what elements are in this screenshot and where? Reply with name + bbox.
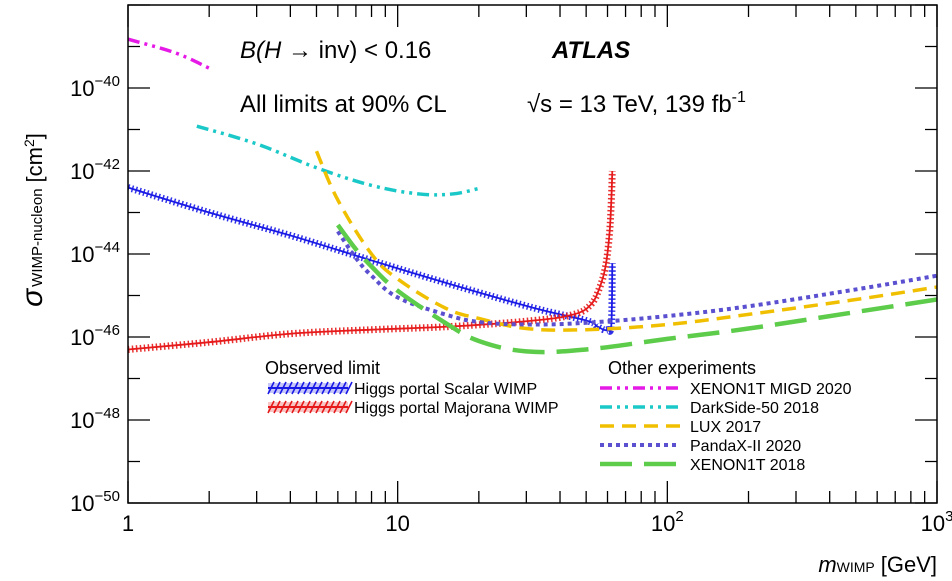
series-darkside-50-2018 [196, 124, 480, 197]
series-line [196, 124, 480, 197]
legend-label: Higgs portal Majorana WIMP [354, 400, 559, 417]
legend-entry-lux-2017: LUX 2017 [600, 419, 761, 436]
plot-border [127, 4, 938, 504]
legend-label: PandaX-II 2020 [690, 438, 801, 455]
legend-label: LUX 2017 [690, 419, 761, 436]
series-curves [128, 37, 937, 355]
x-tick-label: 103 [921, 508, 952, 536]
legend-observed-header: Observed limit [265, 358, 380, 378]
energy-annotation: √s = 13 TeV, 139 fb-1 [527, 89, 746, 118]
y-axis-title: σWIMP-nucleon[cm2] [16, 133, 49, 307]
series-line [128, 37, 210, 70]
axis-tick-labels: 1 10 102 103 10−50 10−48 10−46 10−44 10−42 10−40 [70, 73, 952, 536]
x-tick-label: 10 [385, 511, 409, 536]
tick-marks [127, 4, 938, 504]
legend-entry-xenon1t-2018: XENON1T 2018 [600, 457, 805, 474]
series-xenon1t-2018 [336, 223, 937, 355]
plot-frame [127, 4, 938, 504]
legend-entry-higgs-portal-scalar-wimp: Higgs portal Scalar WIMP [267, 381, 537, 398]
series-xenon1t-migd-2020 [128, 37, 210, 70]
y-tick-label: 10−50 [70, 488, 120, 516]
x-axis-title: mWIMP [GeV] [818, 552, 937, 577]
series-line [128, 170, 614, 351]
branching-ratio-annotation: B(H → inv) < 0.16 [240, 37, 431, 64]
series-line [314, 150, 937, 332]
series-line [336, 223, 937, 355]
y-tick-label: 10−48 [70, 405, 120, 433]
legend-entry-xenon1t-migd-2020: XENON1T MIGD 2020 [600, 381, 852, 398]
legend-other-header: Other experiments [608, 358, 756, 378]
legend-label: DarkSide-50 2018 [690, 400, 819, 417]
atlas-label: ATLAS [551, 37, 630, 64]
legend: Higgs portal Scalar WIMP Higgs portal Maj… [267, 381, 852, 474]
cl-annotation: All limits at 90% CL [240, 91, 447, 118]
series-higgs-portal-scalar-wimp [128, 184, 616, 335]
series-line [128, 186, 614, 333]
series-lux-2017 [314, 150, 937, 332]
legend-entry-darkside-50-2018: DarkSide-50 2018 [600, 400, 819, 417]
x-tick-label: 102 [651, 508, 684, 536]
legend-hatch-stroke [345, 400, 353, 414]
y-tick-label: 10−46 [70, 322, 120, 350]
y-tick-label: 10−40 [70, 73, 120, 101]
series-higgs-portal-majorana-wimp [128, 170, 616, 353]
legend-entry-pandax-ii-2020: PandaX-II 2020 [600, 438, 801, 455]
axis-ticks [127, 4, 938, 504]
y-tick-label: 10−44 [70, 239, 120, 267]
x-tick-label: 1 [122, 511, 134, 536]
legend-label: Higgs portal Scalar WIMP [354, 381, 537, 398]
legend-hatch-stroke [345, 381, 353, 395]
legend-label: XENON1T MIGD 2020 [690, 381, 852, 398]
y-tick-label: 10−42 [70, 156, 120, 184]
legend-label: XENON1T 2018 [690, 457, 805, 474]
legend-entry-higgs-portal-majorana-wimp: Higgs portal Majorana WIMP [267, 400, 559, 417]
